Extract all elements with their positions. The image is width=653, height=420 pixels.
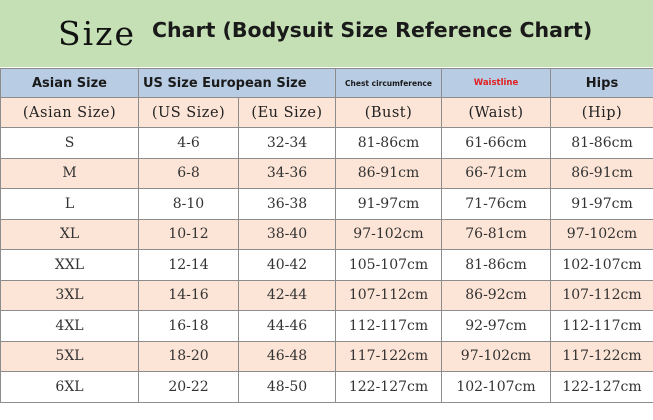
cell-bust: 112-117cm [335, 310, 442, 342]
header-waistline: Waistline [441, 68, 551, 98]
cell-us-size: 18-20 [138, 340, 239, 372]
cell-hip: 107-112cm [550, 279, 653, 311]
cell-waist: 81-86cm [441, 249, 551, 281]
size-rows: S 4-6 32-34 81-86cm 61-66cm 81-86cm M 6-8 34-36 8… [0, 127, 653, 403]
cell-asian-size: 6XL [0, 371, 139, 403]
cell-hip: 91-97cm [550, 188, 653, 220]
table-row: 6XL 20-22 48-50 122-127cm 102-107cm 122-127cm [0, 371, 653, 403]
cell-waist: 66-71cm [441, 157, 551, 189]
cell-hip: 97-102cm [550, 218, 653, 250]
cell-bust: 107-112cm [335, 279, 442, 311]
cell-asian-size: 3XL [0, 279, 139, 311]
cell-eu-size: 48-50 [238, 371, 336, 403]
cell-us-size: 20-22 [138, 371, 239, 403]
cell-bust: 97-102cm [335, 218, 442, 250]
cell-asian-size: L [0, 188, 139, 220]
subheader-bust: (Bust) [335, 97, 442, 128]
cell-bust: 105-107cm [335, 249, 442, 281]
cell-asian-size: 5XL [0, 340, 139, 372]
subheader-hip: (Hip) [550, 97, 653, 128]
size-chart-table: Asian Size US Size European Size Chest c… [0, 68, 653, 403]
cell-us-size: 16-18 [138, 310, 239, 342]
cell-waist: 61-66cm [441, 127, 551, 159]
header-asian-size: Asian Size [0, 68, 139, 98]
subheader-row: (Asian Size) (US Size) (Eu Size) (Bust) … [0, 97, 653, 128]
cell-hip: 112-117cm [550, 310, 653, 342]
header-row: Asian Size US Size European Size Chest c… [0, 68, 653, 98]
table-row: XXL 12-14 40-42 105-107cm 81-86cm 102-107cm [0, 249, 653, 281]
cell-eu-size: 36-38 [238, 188, 336, 220]
cell-eu-size: 40-42 [238, 249, 336, 281]
table-row: 5XL 18-20 46-48 117-122cm 97-102cm 117-122cm [0, 340, 653, 372]
cell-us-size: 6-8 [138, 157, 239, 189]
cell-waist: 71-76cm [441, 188, 551, 220]
cell-bust: 122-127cm [335, 371, 442, 403]
subheader-eu: (Eu Size) [238, 97, 336, 128]
cell-hip: 102-107cm [550, 249, 653, 281]
cell-hip: 122-127cm [550, 371, 653, 403]
cell-us-size: 8-10 [138, 188, 239, 220]
title-banner: Size Chart (Bodysuit Size Reference Char… [0, 0, 653, 67]
cell-hip: 86-91cm [550, 157, 653, 189]
header-hips: Hips [550, 68, 653, 98]
cell-bust: 117-122cm [335, 340, 442, 372]
table-row: L 8-10 36-38 91-97cm 71-76cm 91-97cm [0, 188, 653, 220]
table-row: 4XL 16-18 44-46 112-117cm 92-97cm 112-117cm [0, 310, 653, 342]
cell-eu-size: 32-34 [238, 127, 336, 159]
table-row: 3XL 14-16 42-44 107-112cm 86-92cm 107-112cm [0, 279, 653, 311]
cell-us-size: 12-14 [138, 249, 239, 281]
cell-eu-size: 44-46 [238, 310, 336, 342]
cell-bust: 91-97cm [335, 188, 442, 220]
cell-eu-size: 42-44 [238, 279, 336, 311]
cell-us-size: 4-6 [138, 127, 239, 159]
cell-bust: 86-91cm [335, 157, 442, 189]
cell-us-size: 14-16 [138, 279, 239, 311]
header-us-european-size: US Size European Size [138, 68, 336, 98]
cell-waist: 76-81cm [441, 218, 551, 250]
cell-waist: 92-97cm [441, 310, 551, 342]
cell-us-size: 10-12 [138, 218, 239, 250]
cell-waist: 102-107cm [441, 371, 551, 403]
cell-bust: 81-86cm [335, 127, 442, 159]
cell-waist: 97-102cm [441, 340, 551, 372]
table-row: M 6-8 34-36 86-91cm 66-71cm 86-91cm [0, 157, 653, 189]
cell-waist: 86-92cm [441, 279, 551, 311]
cell-asian-size: XL [0, 218, 139, 250]
cell-hip: 81-86cm [550, 127, 653, 159]
header-chest: Chest circumference [335, 68, 442, 98]
title-size-word: Size [58, 14, 137, 53]
subheader-us: (US Size) [138, 97, 239, 128]
cell-asian-size: S [0, 127, 139, 159]
page-title: Chart (Bodysuit Size Reference Chart) [152, 18, 593, 42]
subheader-asian: (Asian Size) [0, 97, 139, 128]
cell-eu-size: 34-36 [238, 157, 336, 189]
cell-asian-size: M [0, 157, 139, 189]
subheader-waist: (Waist) [441, 97, 551, 128]
cell-eu-size: 46-48 [238, 340, 336, 372]
cell-eu-size: 38-40 [238, 218, 336, 250]
cell-asian-size: XXL [0, 249, 139, 281]
table-row: S 4-6 32-34 81-86cm 61-66cm 81-86cm [0, 127, 653, 159]
cell-hip: 117-122cm [550, 340, 653, 372]
table-row: XL 10-12 38-40 97-102cm 76-81cm 97-102cm [0, 218, 653, 250]
cell-asian-size: 4XL [0, 310, 139, 342]
